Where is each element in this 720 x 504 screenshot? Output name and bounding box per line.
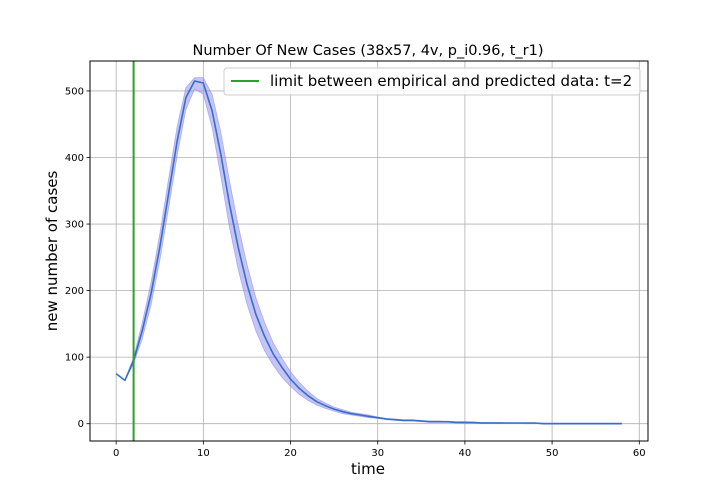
x-tick-label: 30 [371, 448, 384, 459]
y-tick-label: 300 [65, 220, 84, 231]
x-tick-label: 0 [113, 448, 119, 459]
y-tick-label: 400 [65, 153, 84, 164]
y-tick-label: 200 [65, 286, 84, 297]
y-axis-label: new number of cases [43, 171, 61, 332]
chart-title: Number Of New Cases (38x57, 4v, p_i0.96,… [192, 43, 543, 59]
x-tick-label: 40 [459, 448, 472, 459]
legend-label: limit between empirical and predicted da… [270, 72, 632, 90]
x-tick-label: 20 [284, 448, 297, 459]
ticks: 0 10 20 30 40 50 60 0 100 200 300 400 500 [65, 86, 646, 459]
y-tick-label: 500 [65, 86, 84, 97]
x-axis-label: time [351, 460, 385, 478]
series-line [115, 80, 622, 425]
plot-frame [89, 60, 649, 442]
y-tick-label: 0 [78, 419, 84, 430]
y-tick-label: 100 [65, 353, 84, 364]
legend: limit between empirical and predicted da… [223, 67, 641, 96]
x-tick-label: 50 [546, 448, 559, 459]
x-tick-label: 60 [633, 448, 646, 459]
series-lines [115, 80, 622, 425]
legend-box [223, 67, 641, 96]
x-tick-label: 10 [197, 448, 210, 459]
grid [90, 61, 648, 441]
